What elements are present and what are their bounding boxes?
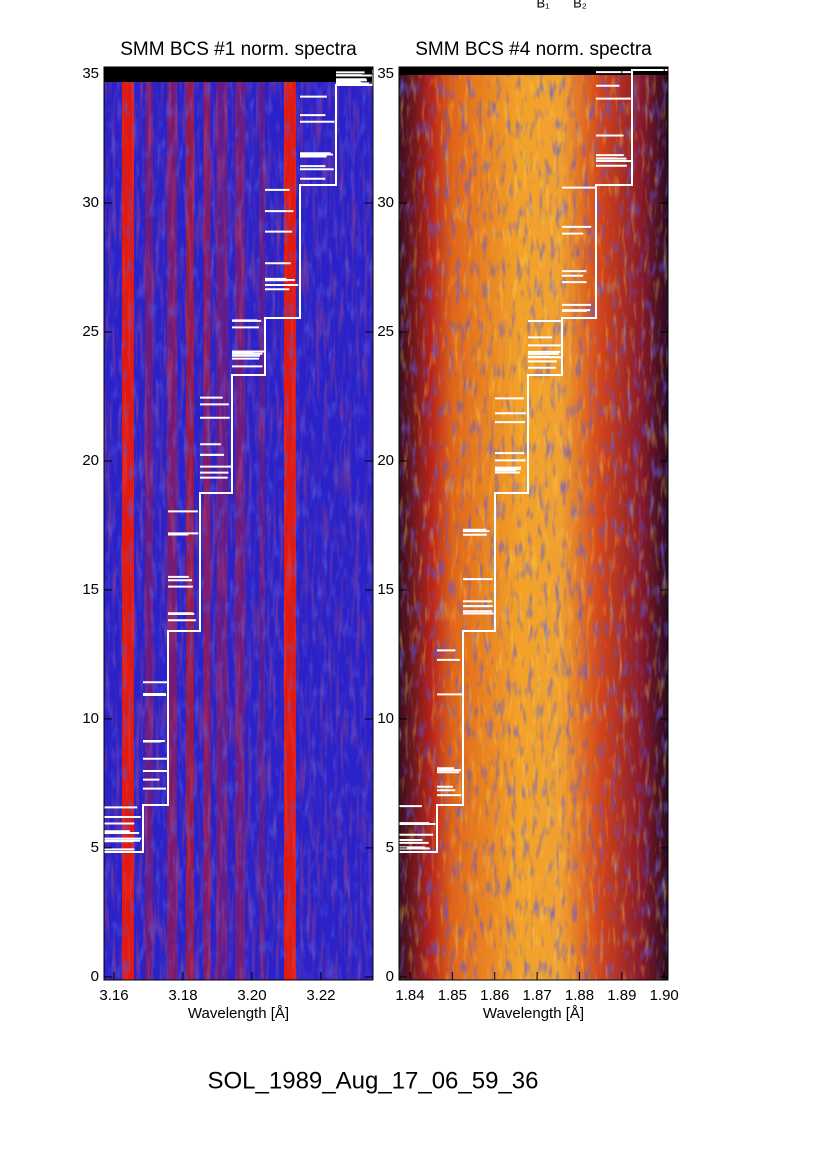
y-tick-label: 25	[377, 323, 394, 340]
x-tick-label: 3.22	[306, 987, 335, 1004]
y-tick-label: 20	[377, 452, 394, 469]
x-tick-label: 3.16	[99, 987, 128, 1004]
y-tick-label: 10	[377, 710, 394, 727]
x-tick-label: 1.84	[395, 987, 424, 1004]
top-strip	[104, 67, 373, 82]
top-strip	[399, 67, 668, 75]
y-tick-label: 20	[82, 452, 99, 469]
texture	[104, 67, 373, 980]
annotation: B₁	[536, 0, 550, 10]
panel-1	[104, 67, 374, 980]
texture	[399, 67, 668, 980]
y-tick-label: 30	[82, 194, 99, 211]
x-tick-label: 3.20	[237, 987, 266, 1004]
plot-frame	[398, 66, 669, 981]
y-tick-label: 25	[82, 323, 99, 340]
y-tick-label: 0	[91, 968, 99, 985]
plot-frame	[103, 66, 374, 981]
x-axis-label: Wavelength [Å]	[188, 1005, 289, 1022]
annotation: B₂	[573, 0, 587, 10]
x-tick-label: 1.88	[565, 987, 594, 1004]
y-tick-label: 5	[386, 839, 394, 856]
y-tick-label: 0	[386, 968, 394, 985]
x-tick-label: 1.89	[607, 987, 636, 1004]
step-line	[399, 69, 668, 853]
chart-title: SMM BCS #1 norm. spectra	[120, 39, 357, 60]
panel-2	[399, 67, 668, 980]
y-tick-label: 15	[82, 581, 99, 598]
y-tick-label: 35	[377, 65, 394, 82]
y-tick-label: 10	[82, 710, 99, 727]
y-tick-label: 5	[91, 839, 99, 856]
y-tick-label: 35	[82, 65, 99, 82]
footer: SOL_1989_Aug_17_06_59_36	[208, 1067, 539, 1094]
y-tick-label: 30	[377, 194, 394, 211]
x-axis-label: Wavelength [Å]	[483, 1005, 584, 1022]
x-tick-label: 1.85	[438, 987, 467, 1004]
x-tick-label: 3.18	[168, 987, 197, 1004]
x-tick-label: 1.87	[522, 987, 551, 1004]
x-tick-label: 1.86	[480, 987, 509, 1004]
chart-title: SMM BCS #4 norm. spectra	[415, 39, 652, 60]
y-tick-label: 15	[377, 581, 394, 598]
x-tick-label: 1.90	[650, 987, 679, 1004]
step-line	[104, 70, 374, 853]
